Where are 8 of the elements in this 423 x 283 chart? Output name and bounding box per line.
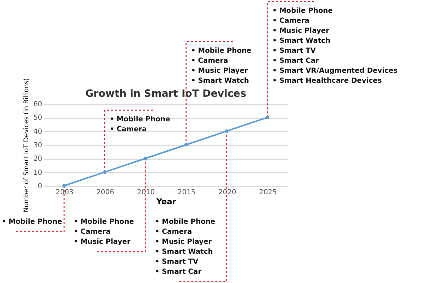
point xyxy=(144,156,148,160)
point xyxy=(225,130,229,134)
point xyxy=(184,143,188,147)
point xyxy=(266,116,270,120)
x-axis-title: Year xyxy=(156,198,176,206)
chart-title: Growth in Smart IoT Devices xyxy=(86,89,246,100)
point xyxy=(62,184,66,188)
point xyxy=(103,170,107,174)
